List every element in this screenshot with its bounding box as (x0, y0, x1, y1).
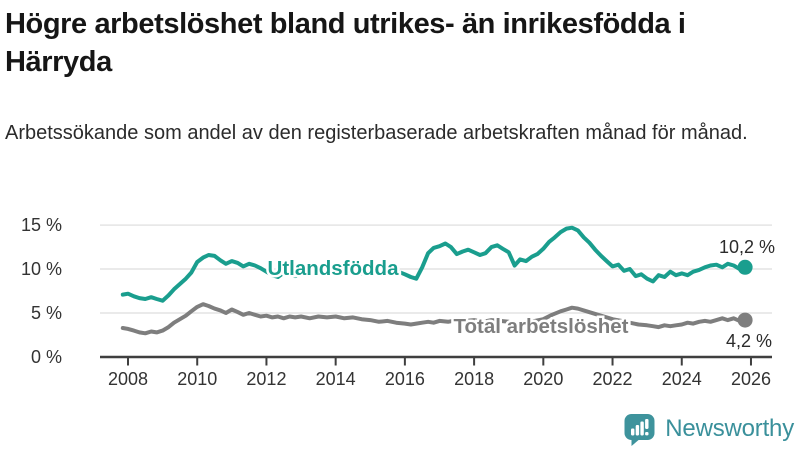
svg-text:2018: 2018 (454, 369, 494, 389)
svg-text:2020: 2020 (523, 369, 563, 389)
bar-chart-speech-bubble-icon (624, 413, 655, 446)
series-label: Utlandsfödda (268, 257, 400, 280)
svg-text:15 %: 15 % (21, 215, 62, 235)
svg-text:2010: 2010 (177, 369, 217, 389)
svg-text:2014: 2014 (316, 369, 356, 389)
svg-text:0 %: 0 % (31, 347, 62, 367)
svg-text:10 %: 10 % (21, 259, 62, 279)
page-title: Högre arbetslöshet bland utrikes- än inr… (5, 8, 686, 78)
chart-subtitle: Arbetssökande som andel av den registerb… (5, 122, 748, 144)
series-label: Total arbetslöshet (453, 315, 628, 338)
end-value-label: 4,2 % (726, 331, 772, 351)
svg-text:2024: 2024 (662, 369, 702, 389)
brand-name: Newsworthy (665, 415, 794, 442)
svg-text:2016: 2016 (385, 369, 425, 389)
svg-text:2026: 2026 (731, 369, 771, 389)
end-value-label: 10,2 % (719, 237, 775, 257)
unemployment-line-chart: 0 % 5 % 10 % 15 % 2008 2010 2012 2014 2016 2018 20… (21, 215, 775, 389)
svg-text:2012: 2012 (246, 369, 286, 389)
newsworthy-logo[interactable]: Newsworthy (622, 410, 794, 448)
svg-text:2008: 2008 (108, 369, 148, 389)
svg-text:2022: 2022 (593, 369, 633, 389)
svg-text:5 %: 5 % (31, 303, 62, 323)
